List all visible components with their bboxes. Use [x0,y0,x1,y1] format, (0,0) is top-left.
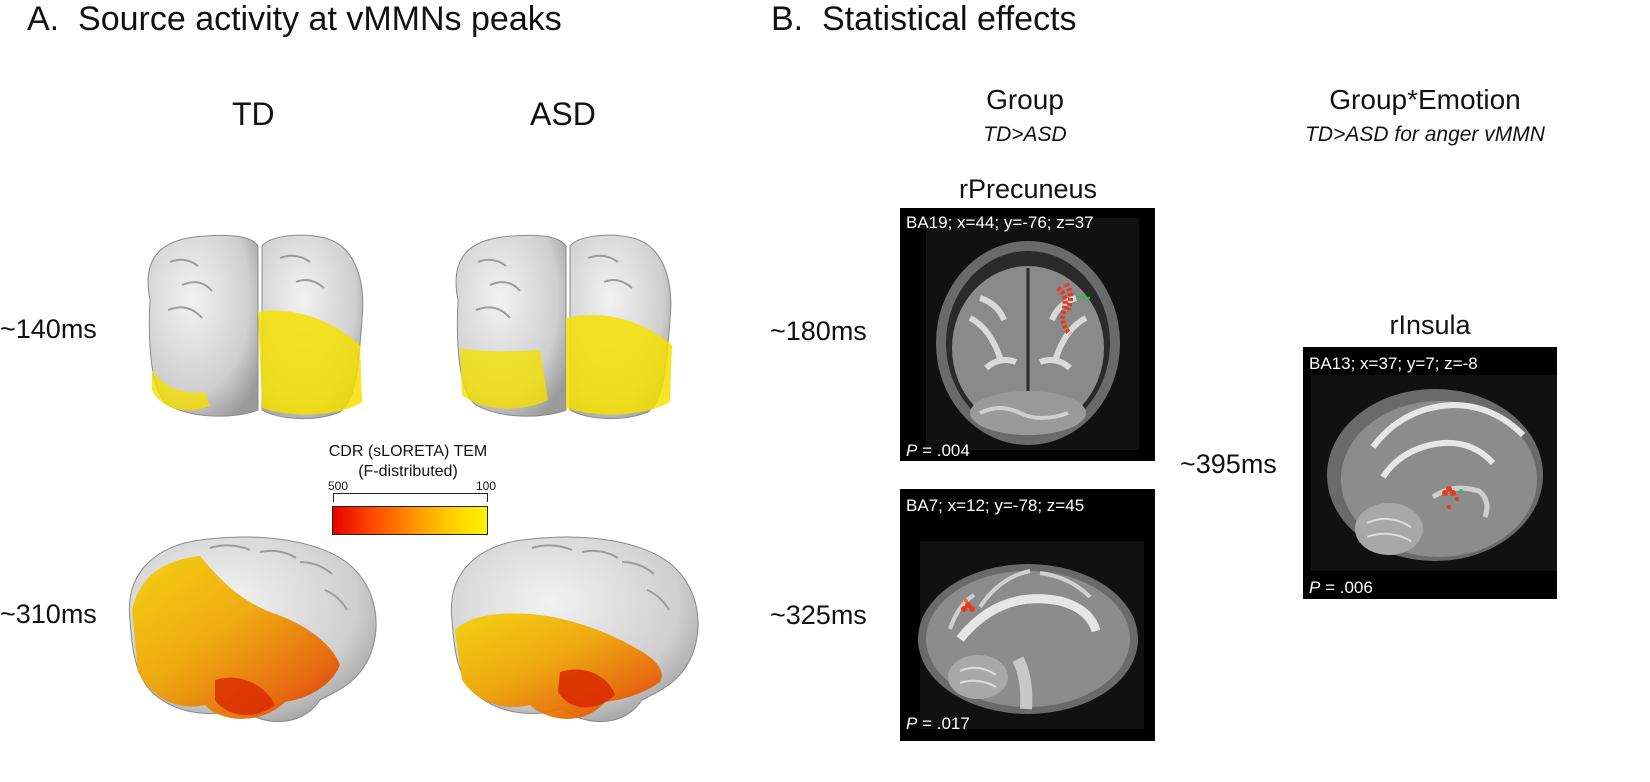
scan-sagittal-insula: BA13; x=37; y=7; z=-8 P = .006 [1303,347,1557,599]
panel-b-title-text: Statistical effects [822,0,1077,38]
column-label-td: TD [232,96,275,132]
group-heading: Group [986,84,1064,115]
panel-b-title: B. Statistical effects [771,2,1077,36]
scan-coronal-precuneus: BA19; x=44; y=-76; z=37 P = .004 [900,208,1155,461]
column-label-asd: ASD [530,96,596,132]
brain-td-posterior [147,234,364,419]
colorbar-title: CDR (sLORETA) TEM (F-distributed) [302,442,514,482]
colorbar-title-line2: (F-distributed) [358,463,458,480]
scan-2-pvalue: P = .017 [906,715,970,732]
timepoint-label-395: ~395ms [1180,449,1277,479]
insula-slice-image [1311,375,1557,571]
scan-1-coords: BA19; x=44; y=-76; z=37 [906,213,1094,232]
colorbar-bracket [333,493,488,502]
interaction-subheading: TD>ASD for anger vMMN [1305,123,1545,146]
timepoint-label-325: ~325ms [770,600,867,630]
scan-3-coords: BA13; x=37; y=7; z=-8 [1309,354,1478,373]
coronal-slice-image [926,218,1139,450]
sagittal-slice-image [918,541,1144,729]
colorbar-title-line1: CDR (sLORETA) TEM [328,443,488,460]
brain-td-lateral [128,536,377,723]
timepoint-label-180: ~180ms [770,316,867,346]
timepoint-label-140: ~140ms [0,314,97,344]
interaction-heading: Group*Emotion [1329,84,1521,115]
region-label-rprecuneus: rPrecuneus [958,174,1098,204]
panel-a-letter: A. [27,0,60,38]
panel-a-title: A. Source activity at vMMNs peaks [27,2,562,36]
scan-2-coords: BA7; x=12; y=-78; z=45 [906,496,1085,515]
scan-3-pvalue: P = .006 [1309,579,1373,596]
colorbar-gradient [332,506,488,535]
scan-1-p-label: P [906,441,918,460]
region-label-rinsula: rInsula [1389,310,1471,340]
timepoint-label-310: ~310ms [0,599,97,629]
scan-sagittal-ba7: BA7; x=12; y=-78; z=45 P = .017 [900,489,1155,741]
scan-1-p-value: = .004 [922,441,970,460]
brain-renders [128,234,699,723]
panel-b-letter: B. [771,0,804,38]
group-subheading: TD>ASD [983,123,1067,146]
scan-3-p-label: P [1309,578,1321,597]
scan-2-p-value: = .017 [922,714,970,733]
colorbar-tick-right: 100 [476,479,497,493]
colorbar-tick-left: 500 [328,479,349,493]
scan-2-p-label: P [906,714,918,733]
brain-asd-lateral [450,536,699,723]
brain-asd-posterior [455,234,672,419]
scan-1-pvalue: P = .004 [906,442,970,459]
scan-3-p-value: = .006 [1325,578,1373,597]
panel-a-title-text: Source activity at vMMNs peaks [78,0,562,38]
